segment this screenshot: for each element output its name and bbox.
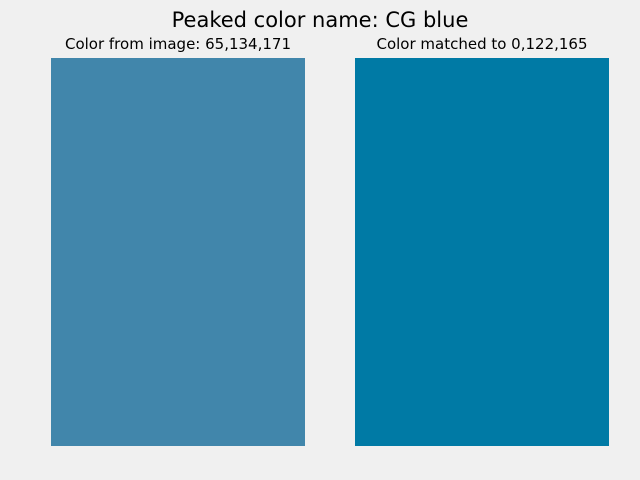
image-color-swatch <box>51 58 305 446</box>
image-color-label: Color from image: 65,134,171 <box>64 35 292 53</box>
matched-color-swatch <box>355 58 609 446</box>
matched-color-label: Color matched to 0,122,165 <box>376 35 588 53</box>
figure-title: Peaked color name: CG blue <box>171 8 469 32</box>
